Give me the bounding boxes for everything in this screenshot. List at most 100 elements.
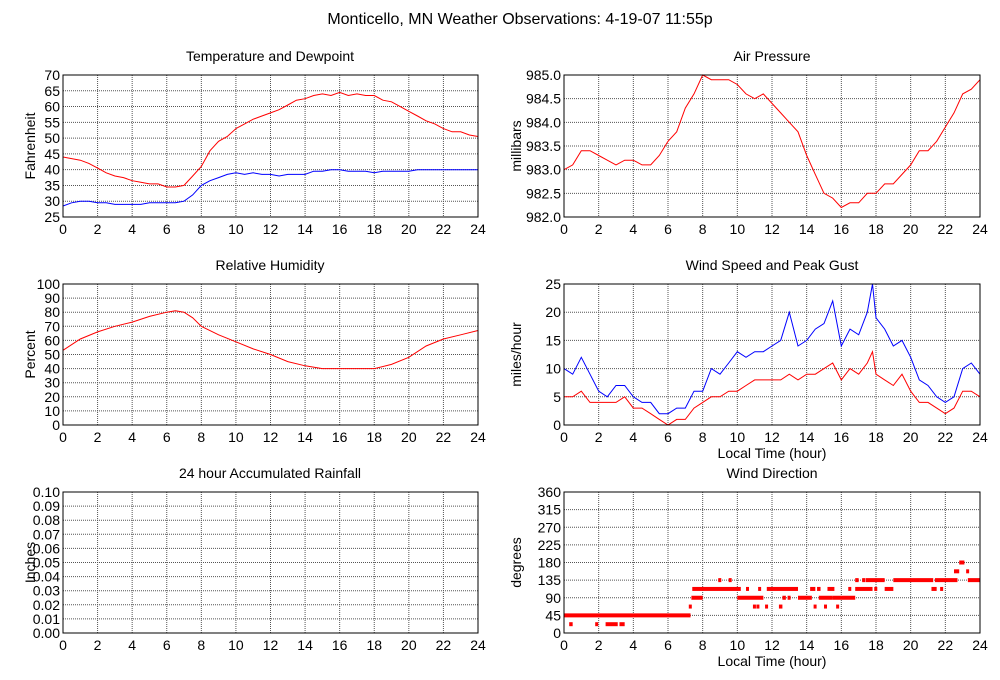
x-tick-label: 0 bbox=[59, 221, 67, 237]
x-tick-label: 12 bbox=[263, 429, 279, 445]
x-tick-label: 16 bbox=[332, 429, 348, 445]
x-tick-label: 0 bbox=[560, 637, 568, 653]
x-tick-label: 14 bbox=[799, 221, 815, 237]
y-tick-label: 80 bbox=[44, 304, 60, 320]
x-tick-label: 20 bbox=[401, 221, 417, 237]
x-tick-label: 22 bbox=[436, 637, 452, 653]
wind-direction-mark bbox=[884, 586, 894, 591]
x-axis-label: Local Time (hour) bbox=[718, 653, 827, 669]
wind-direction-mark bbox=[765, 604, 769, 609]
y-tick-label: 0.05 bbox=[33, 555, 60, 571]
x-tick-label: 2 bbox=[595, 637, 603, 653]
x-tick-label: 20 bbox=[401, 429, 417, 445]
wind-direction-mark bbox=[940, 586, 944, 591]
plot-frame bbox=[563, 491, 981, 634]
panel-title: Relative Humidity bbox=[216, 257, 325, 273]
x-tick-label: 18 bbox=[868, 637, 884, 653]
x-tick-label: 2 bbox=[595, 429, 603, 445]
x-tick-label: 24 bbox=[972, 637, 988, 653]
y-tick-label: 25 bbox=[44, 209, 60, 225]
y-tick-label: 45 bbox=[44, 146, 60, 162]
x-tick-label: 10 bbox=[730, 429, 746, 445]
x-tick-label: 18 bbox=[366, 221, 382, 237]
y-axis-label: Inches bbox=[22, 542, 38, 583]
x-tick-label: 18 bbox=[366, 429, 382, 445]
wind-direction-mark bbox=[818, 595, 833, 600]
y-tick-label: 0 bbox=[52, 417, 60, 433]
wind-direction-mark bbox=[692, 586, 741, 591]
y-tick-label: 0.02 bbox=[33, 597, 60, 613]
x-tick-label: 10 bbox=[228, 221, 244, 237]
x-tick-label: 10 bbox=[730, 221, 746, 237]
y-axis-label: Fahrenheit bbox=[22, 112, 38, 179]
x-tick-label: 18 bbox=[868, 429, 884, 445]
x-tick-label: 22 bbox=[436, 429, 452, 445]
x-tick-label: 24 bbox=[470, 637, 486, 653]
x-tick-label: 14 bbox=[799, 429, 815, 445]
wind-direction-mark bbox=[959, 560, 965, 565]
panel-title: Temperature and Dewpoint bbox=[186, 48, 354, 64]
y-tick-label: 70 bbox=[44, 318, 60, 334]
y-tick-label: 50 bbox=[44, 347, 60, 363]
x-tick-label: 2 bbox=[595, 221, 603, 237]
wind-direction-mark bbox=[619, 622, 625, 627]
x-tick-label: 4 bbox=[128, 221, 136, 237]
wind-direction-mark bbox=[967, 578, 980, 583]
y-tick-label: 50 bbox=[44, 130, 60, 146]
y-tick-label: 983.5 bbox=[526, 138, 561, 154]
y-tick-label: 0 bbox=[553, 625, 561, 641]
x-tick-label: 8 bbox=[197, 429, 205, 445]
y-tick-label: 360 bbox=[538, 484, 562, 500]
plot-frame bbox=[62, 491, 479, 634]
y-tick-label: 40 bbox=[44, 162, 60, 178]
x-tick-label: 14 bbox=[297, 429, 313, 445]
wind-direction-mark bbox=[564, 613, 691, 618]
x-tick-label: 8 bbox=[197, 637, 205, 653]
y-tick-label: 0.01 bbox=[33, 611, 60, 627]
y-tick-label: 180 bbox=[538, 555, 562, 571]
x-tick-label: 12 bbox=[263, 637, 279, 653]
y-tick-label: 40 bbox=[44, 361, 60, 377]
series-line-dewpoint bbox=[62, 169, 478, 207]
wind-direction-mark bbox=[605, 622, 618, 627]
x-tick-label: 6 bbox=[163, 221, 171, 237]
x-tick-label: 6 bbox=[664, 637, 672, 653]
x-tick-label: 10 bbox=[228, 637, 244, 653]
x-tick-label: 24 bbox=[470, 429, 486, 445]
series-line-wind-speed bbox=[564, 349, 981, 426]
panel-title: 24 hour Accumulated Rainfall bbox=[179, 465, 361, 481]
x-tick-label: 4 bbox=[128, 637, 136, 653]
y-tick-label: 20 bbox=[44, 389, 60, 405]
y-tick-label: 60 bbox=[44, 99, 60, 115]
x-tick-label: 8 bbox=[699, 221, 707, 237]
x-tick-label: 20 bbox=[903, 637, 919, 653]
x-tick-label: 14 bbox=[297, 637, 313, 653]
y-tick-label: 65 bbox=[44, 83, 60, 99]
x-tick-label: 12 bbox=[263, 221, 279, 237]
wind-direction-mark bbox=[778, 604, 783, 609]
series-line-pressure bbox=[563, 74, 981, 209]
wind-direction-mark bbox=[737, 595, 764, 600]
x-tick-label: 16 bbox=[834, 221, 850, 237]
x-tick-label: 16 bbox=[332, 637, 348, 653]
wind-direction-mark bbox=[855, 578, 859, 583]
series-line-peak-gust bbox=[563, 283, 981, 415]
wind-direction-mark bbox=[718, 578, 722, 583]
wind-direction-mark bbox=[848, 586, 852, 591]
x-tick-label: 14 bbox=[297, 221, 313, 237]
y-tick-label: 135 bbox=[538, 572, 562, 588]
x-tick-label: 24 bbox=[470, 221, 486, 237]
wind-direction-mark bbox=[813, 604, 817, 609]
x-tick-label: 16 bbox=[834, 429, 850, 445]
wind-direction-mark bbox=[836, 604, 840, 609]
y-tick-label: 0.07 bbox=[33, 526, 60, 542]
wind-direction-mark bbox=[817, 586, 821, 591]
y-tick-label: 90 bbox=[44, 290, 60, 306]
y-tick-label: 983.0 bbox=[526, 162, 561, 178]
x-tick-label: 0 bbox=[59, 429, 67, 445]
wind-direction-mark bbox=[855, 586, 873, 591]
